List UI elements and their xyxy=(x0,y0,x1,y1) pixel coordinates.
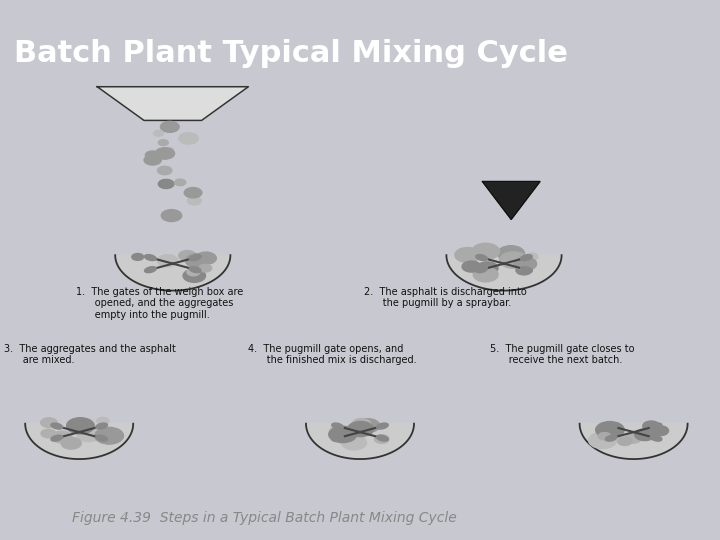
Circle shape xyxy=(329,426,356,443)
Circle shape xyxy=(41,429,55,438)
Ellipse shape xyxy=(145,267,156,273)
Ellipse shape xyxy=(377,435,388,441)
Circle shape xyxy=(595,422,624,438)
Circle shape xyxy=(158,179,174,188)
Ellipse shape xyxy=(332,435,343,441)
Ellipse shape xyxy=(476,267,487,273)
Ellipse shape xyxy=(96,423,107,429)
Circle shape xyxy=(158,255,178,267)
Circle shape xyxy=(132,253,143,260)
Circle shape xyxy=(514,257,536,271)
Circle shape xyxy=(158,140,168,145)
Ellipse shape xyxy=(521,267,532,273)
Circle shape xyxy=(635,429,655,441)
Circle shape xyxy=(161,210,181,221)
Ellipse shape xyxy=(51,435,63,441)
Circle shape xyxy=(516,266,532,275)
Circle shape xyxy=(145,151,159,159)
Circle shape xyxy=(352,418,371,429)
Text: 1.  The gates of the weigh box are
      opened, and the aggregates
      empty : 1. The gates of the weigh box are opened… xyxy=(76,287,243,320)
Circle shape xyxy=(195,252,216,264)
Ellipse shape xyxy=(476,254,487,261)
Circle shape xyxy=(95,427,124,444)
Circle shape xyxy=(598,433,611,440)
Circle shape xyxy=(155,148,174,159)
Circle shape xyxy=(175,179,186,186)
Circle shape xyxy=(455,247,480,262)
Circle shape xyxy=(374,435,389,443)
Circle shape xyxy=(97,417,109,424)
Ellipse shape xyxy=(189,254,201,261)
Polygon shape xyxy=(25,424,133,459)
Circle shape xyxy=(158,166,172,175)
Circle shape xyxy=(477,262,498,274)
Circle shape xyxy=(526,253,538,260)
Circle shape xyxy=(330,426,344,434)
Circle shape xyxy=(341,435,366,450)
Circle shape xyxy=(61,437,81,449)
Circle shape xyxy=(179,133,198,144)
Polygon shape xyxy=(306,424,414,459)
Ellipse shape xyxy=(650,435,662,441)
Circle shape xyxy=(462,261,481,272)
Circle shape xyxy=(643,421,660,431)
Circle shape xyxy=(473,267,498,282)
Circle shape xyxy=(187,197,202,205)
Circle shape xyxy=(652,426,669,436)
Circle shape xyxy=(144,155,161,165)
Circle shape xyxy=(52,431,72,443)
Text: Batch Plant Typical Mixing Cycle: Batch Plant Typical Mixing Cycle xyxy=(14,39,568,68)
Circle shape xyxy=(357,423,372,433)
Circle shape xyxy=(588,432,616,449)
Ellipse shape xyxy=(606,435,617,441)
Ellipse shape xyxy=(51,423,63,429)
Ellipse shape xyxy=(521,254,532,261)
Ellipse shape xyxy=(650,423,662,429)
Circle shape xyxy=(193,258,205,265)
Circle shape xyxy=(179,251,196,261)
Ellipse shape xyxy=(377,423,388,429)
Circle shape xyxy=(199,265,212,272)
Polygon shape xyxy=(97,87,248,120)
Ellipse shape xyxy=(606,423,617,429)
Circle shape xyxy=(184,187,202,198)
Circle shape xyxy=(161,122,179,132)
Circle shape xyxy=(625,434,642,443)
Text: 2.  The asphalt is discharged into
      the pugmill by a spraybar.: 2. The asphalt is discharged into the pu… xyxy=(364,287,526,308)
Circle shape xyxy=(498,246,524,261)
Text: Figure 4.39  Steps in a Typical Batch Plant Mixing Cycle: Figure 4.39 Steps in a Typical Batch Pla… xyxy=(72,511,456,525)
Ellipse shape xyxy=(96,435,107,441)
Circle shape xyxy=(165,147,174,152)
Circle shape xyxy=(500,252,528,268)
Circle shape xyxy=(618,437,632,445)
Ellipse shape xyxy=(189,267,201,273)
Circle shape xyxy=(153,130,163,136)
Text: 4.  The pugmill gate opens, and
      the finished mix is discharged.: 4. The pugmill gate opens, and the finis… xyxy=(248,343,417,365)
Circle shape xyxy=(77,428,100,442)
Circle shape xyxy=(186,254,210,268)
Polygon shape xyxy=(115,255,230,291)
Ellipse shape xyxy=(332,423,343,429)
Circle shape xyxy=(187,257,202,266)
Circle shape xyxy=(356,418,379,433)
Circle shape xyxy=(187,268,200,276)
Polygon shape xyxy=(446,255,562,291)
Polygon shape xyxy=(580,424,688,459)
Polygon shape xyxy=(482,181,540,219)
Circle shape xyxy=(183,269,205,282)
Circle shape xyxy=(348,421,374,437)
Ellipse shape xyxy=(145,254,156,261)
Text: 5.  The pugmill gate closes to
      receive the next batch.: 5. The pugmill gate closes to receive th… xyxy=(490,343,634,365)
Text: 3.  The aggregates and the asphalt
      are mixed.: 3. The aggregates and the asphalt are mi… xyxy=(4,343,176,365)
Circle shape xyxy=(472,243,500,259)
Circle shape xyxy=(66,418,94,434)
Circle shape xyxy=(40,418,57,428)
